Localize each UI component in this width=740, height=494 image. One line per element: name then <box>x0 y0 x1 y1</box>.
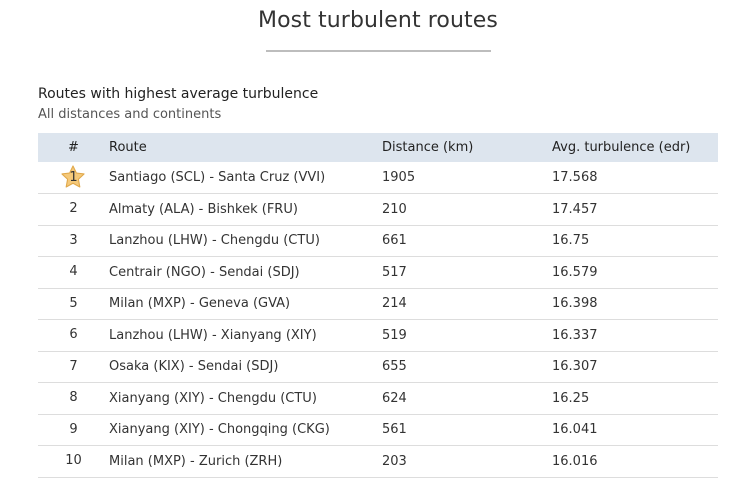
rank-badge: 9 <box>62 419 86 441</box>
rank-number: 4 <box>69 264 78 280</box>
turbulence-cell: 16.016 <box>552 453 598 469</box>
table-body: 1 Santiago (SCL) - Santa Cruz (VVI) 1905 17… <box>38 162 718 477</box>
title-underline <box>266 50 491 52</box>
star-icon <box>60 164 85 188</box>
rank-badge: 2 <box>62 198 86 220</box>
section-title: Routes with highest average turbulence <box>38 86 319 102</box>
rank-cell: 3 <box>38 225 109 257</box>
rank-cell: 6 <box>38 320 109 352</box>
table-row: 2 Almaty (ALA) - Bishkek (FRU) 210 17.457 <box>38 194 718 226</box>
rank-number: 1 <box>69 169 78 185</box>
rank-badge: 7 <box>62 356 86 378</box>
route-cell: Xianyang (XIY) - Chengdu (CTU) <box>109 390 317 406</box>
rank-cell: 10 <box>38 446 109 478</box>
column-header-route[interactable]: Route <box>109 140 147 155</box>
section-subtitle: All distances and continents <box>38 107 222 122</box>
rank-number: 9 <box>69 421 78 437</box>
route-cell: Osaka (KIX) - Sendai (SDJ) <box>109 359 279 375</box>
route-cell: Almaty (ALA) - Bishkek (FRU) <box>109 201 298 217</box>
rank-cell: 2 <box>38 194 109 226</box>
turbulence-cell: 16.25 <box>552 390 590 406</box>
rank-badge: 4 <box>62 261 86 283</box>
turbulence-cell: 16.579 <box>552 264 598 280</box>
route-cell: Milan (MXP) - Zurich (ZRH) <box>109 453 283 469</box>
rank-badge: 1 <box>60 164 86 189</box>
rank-number: 6 <box>69 327 78 343</box>
rank-cell: 7 <box>38 351 109 383</box>
distance-cell: 661 <box>382 233 407 249</box>
table-row: 3 Lanzhou (LHW) - Chengdu (CTU) 661 16.75 <box>38 225 718 257</box>
distance-cell: 655 <box>382 359 407 375</box>
distance-cell: 214 <box>382 296 407 312</box>
distance-cell: 1905 <box>382 170 416 185</box>
table-row: 8 Xianyang (XIY) - Chengdu (CTU) 624 16.25 <box>38 383 718 415</box>
rank-number: 10 <box>65 453 82 469</box>
distance-cell: 517 <box>382 264 407 280</box>
turbulence-cell: 16.041 <box>552 422 598 438</box>
turbulence-cell: 16.75 <box>552 233 590 249</box>
route-cell: Xianyang (XIY) - Chongqing (CKG) <box>109 422 330 438</box>
rank-cell: 4 <box>38 257 109 289</box>
rank-badge: 10 <box>62 450 86 472</box>
table-row: 7 Osaka (KIX) - Sendai (SDJ) 655 16.307 <box>38 351 718 383</box>
distance-cell: 624 <box>382 390 407 406</box>
distance-cell: 210 <box>382 201 407 217</box>
rank-badge: 8 <box>62 387 86 409</box>
route-cell: Milan (MXP) - Geneva (GVA) <box>109 296 291 312</box>
table-header-row: # Route Distance (km) Avg. turbulence (e… <box>38 133 718 162</box>
table-row: 10 Milan (MXP) - Zurich (ZRH) 203 16.016 <box>38 446 718 478</box>
rank-cell: 9 <box>38 414 109 446</box>
column-header-turbulence[interactable]: Avg. turbulence (edr) <box>552 140 691 155</box>
distance-cell: 203 <box>382 453 407 469</box>
table-row: 6 Lanzhou (LHW) - Xianyang (XIY) 519 16.337 <box>38 320 718 352</box>
page-title: Most turbulent routes <box>258 8 498 33</box>
turbulence-cell: 16.337 <box>552 327 598 343</box>
table-row: 4 Centrair (NGO) - Sendai (SDJ) 517 16.579 <box>38 257 718 289</box>
route-cell: Centrair (NGO) - Sendai (SDJ) <box>109 264 300 280</box>
routes-table: # Route Distance (km) Avg. turbulence (e… <box>38 133 718 478</box>
rank-badge: 3 <box>62 230 86 252</box>
turbulence-cell: 17.568 <box>552 170 598 185</box>
rank-cell: 1 <box>38 162 109 194</box>
route-cell: Lanzhou (LHW) - Chengdu (CTU) <box>109 233 320 249</box>
rank-cell: 5 <box>38 288 109 320</box>
rank-badge: 6 <box>62 324 86 346</box>
rank-badge: 5 <box>62 293 86 315</box>
rank-number: 2 <box>69 201 78 217</box>
distance-cell: 561 <box>382 422 407 438</box>
rank-number: 5 <box>69 295 78 311</box>
rank-cell: 8 <box>38 383 109 415</box>
route-cell: Santiago (SCL) - Santa Cruz (VVI) <box>109 170 326 185</box>
turbulence-cell: 16.307 <box>552 359 598 375</box>
distance-cell: 519 <box>382 327 407 343</box>
turbulence-cell: 17.457 <box>552 201 598 217</box>
table-row: 1 Santiago (SCL) - Santa Cruz (VVI) 1905 17… <box>38 162 718 194</box>
column-header-rank[interactable]: # <box>68 140 79 155</box>
column-header-distance[interactable]: Distance (km) <box>382 140 474 155</box>
table-row: 5 Milan (MXP) - Geneva (GVA) 214 16.398 <box>38 288 718 320</box>
rank-number: 7 <box>69 358 78 374</box>
rank-number: 3 <box>69 232 78 248</box>
route-cell: Lanzhou (LHW) - Xianyang (XIY) <box>109 327 317 343</box>
rank-number: 8 <box>69 390 78 406</box>
table-row: 9 Xianyang (XIY) - Chongqing (CKG) 561 16.0… <box>38 414 718 446</box>
turbulence-cell: 16.398 <box>552 296 598 312</box>
